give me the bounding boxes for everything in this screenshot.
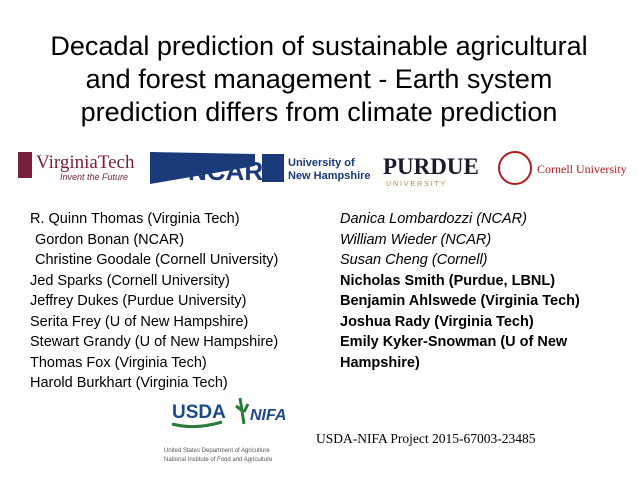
usda-swoosh xyxy=(171,420,223,429)
author: Gordon Bonan (NCAR) xyxy=(35,231,185,248)
author: Christine Goodale (Cornell University) xyxy=(35,252,279,268)
nifa-logo: NIFA xyxy=(250,407,286,424)
usda-text: United States Department of Agriculture xyxy=(164,448,270,454)
nifa-leaf xyxy=(235,397,250,425)
author: Thomas Fox (Virginia Tech) xyxy=(30,354,207,371)
title: Decadal prediction of sustainable agricu… xyxy=(0,30,638,129)
ncar-logo: NCAR xyxy=(188,156,263,186)
cornell-logo: Cornell University xyxy=(537,162,627,176)
usda-text: National Institute of Food and Agricultu… xyxy=(164,457,273,463)
unh-logo: University of xyxy=(288,157,355,169)
usda-logo: USDA xyxy=(172,402,226,423)
authors-left: R. Quinn Thomas (Virginia Tech) Gordon B… xyxy=(30,209,278,394)
vt-emblem xyxy=(18,152,32,178)
usda-nifa-logo: USDA NIFA United States Department of Ag… xyxy=(164,397,286,463)
title-line: and forest management - Earth system xyxy=(85,64,553,94)
author: Emily Kyker-Snowman (U of New Hampshire) xyxy=(340,334,568,371)
ncar-swoosh xyxy=(150,152,255,184)
author: Joshua Rady (Virginia Tech) xyxy=(340,313,534,330)
vt-logo: VirginiaTech xyxy=(36,152,135,173)
author: Danica Lombardozzi (NCAR) xyxy=(340,211,527,227)
author: Jed Sparks (Cornell University) xyxy=(30,272,230,289)
purdue-logo: PURDUE xyxy=(383,154,479,179)
author: Benjamin Ahlswede (Virginia Tech) xyxy=(340,293,580,309)
cornell-seal xyxy=(498,151,532,185)
unh-emblem xyxy=(262,154,284,182)
title-line: Decadal prediction of sustainable agricu… xyxy=(50,31,588,61)
vt-tagline: Invent the Future xyxy=(60,172,128,182)
purdue-sub: U N I V E R S I T Y xyxy=(386,181,445,188)
author: Jeffrey Dukes (Purdue University) xyxy=(30,293,247,309)
project-id: USDA-NIFA Project 2015-67003-23485 xyxy=(316,431,536,446)
author: Nicholas Smith (Purdue, LBNL) xyxy=(340,272,556,289)
author: Harold Burkhart (Virginia Tech) xyxy=(30,375,228,391)
author: Serita Frey (U of New Hampshire) xyxy=(30,313,249,330)
unh-logo: New Hampshire xyxy=(288,170,371,182)
author: William Wieder (NCAR) xyxy=(340,231,492,248)
author: R. Quinn Thomas (Virginia Tech) xyxy=(30,211,240,227)
title-line: prediction differs from climate predicti… xyxy=(80,97,558,127)
logo-row: VirginiaTech Invent the Future NCAR Univ… xyxy=(18,151,627,188)
authors-right: Danica Lombardozzi (NCAR) William Wieder… xyxy=(340,209,620,373)
author: Susan Cheng (Cornell) xyxy=(340,252,488,268)
author: Stewart Grandy (U of New Hampshire) xyxy=(30,334,279,350)
